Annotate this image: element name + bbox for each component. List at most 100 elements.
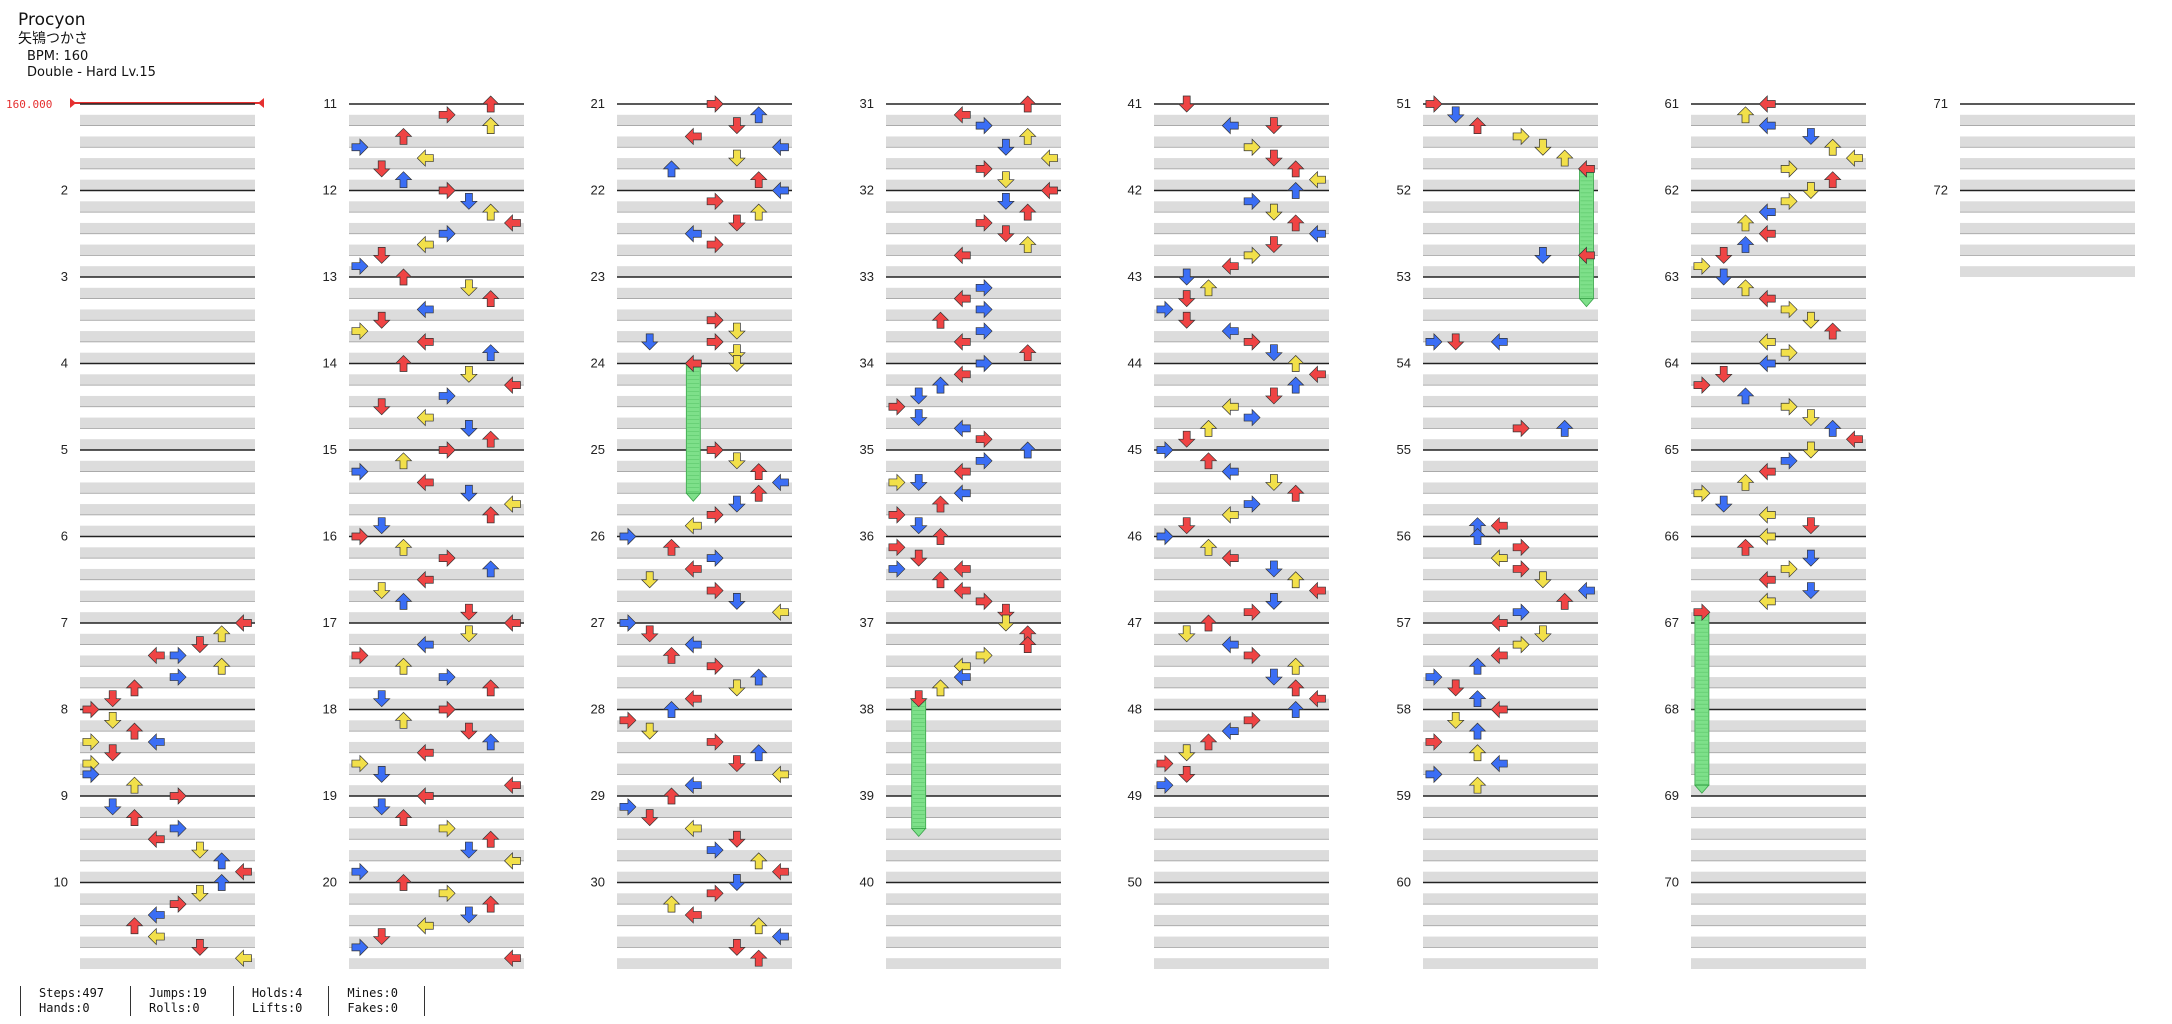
beat-stripe — [1423, 914, 1598, 926]
arrow-shape — [684, 776, 702, 795]
arrow-shape — [481, 344, 500, 362]
beat-stripe — [1960, 136, 2135, 148]
measure-number: 56 — [1397, 529, 1411, 544]
step-arrow — [1265, 593, 1283, 610]
beat-stripe — [617, 352, 792, 364]
beat-stripe — [886, 287, 1061, 299]
beat-stripe — [1423, 720, 1598, 732]
step-arrow — [931, 571, 950, 589]
measure-number: 72 — [1934, 183, 1948, 198]
beat-stripe — [1691, 633, 1866, 645]
beat-stripe — [1154, 590, 1329, 602]
step-arrow — [1512, 127, 1530, 146]
arrow-shape — [662, 895, 681, 913]
beat-stripe — [617, 136, 792, 148]
measure-8 — [80, 708, 255, 796]
arrow-shape — [1490, 700, 1508, 719]
step-arrow — [953, 560, 971, 578]
arrow-shape — [1243, 711, 1261, 730]
measure-29 — [617, 795, 792, 883]
beat-stripe — [1691, 914, 1866, 926]
arrow-shape — [372, 798, 391, 816]
step-arrow — [684, 906, 702, 924]
arrow-shape — [997, 614, 1015, 632]
arrow-shape — [1243, 603, 1261, 622]
arrow-shape — [772, 927, 789, 946]
beat-stripe — [349, 114, 524, 126]
measure-25 — [617, 449, 792, 537]
arrow-shape — [351, 527, 369, 546]
beat-stripe — [1691, 525, 1866, 537]
measure-number: 18 — [323, 702, 337, 717]
arrow-shape — [662, 538, 681, 556]
arrow-shape — [1265, 474, 1283, 491]
beat-stripe — [1154, 374, 1329, 386]
step-arrow — [416, 473, 434, 492]
arrow-shape — [975, 592, 993, 611]
arrow-shape — [706, 333, 724, 351]
arrow-shape — [1425, 733, 1443, 751]
beat-stripe — [1154, 958, 1329, 969]
arrow-shape — [394, 809, 413, 826]
beat-stripe — [617, 201, 792, 213]
measure-number: 27 — [591, 615, 605, 630]
step-arrow — [438, 441, 456, 459]
arrow-shape — [416, 916, 434, 935]
beat-stripe — [617, 893, 792, 905]
step-arrow — [640, 809, 659, 827]
beat-stripe — [617, 763, 792, 775]
beat-stripe — [1960, 158, 2135, 169]
step-arrow — [1243, 646, 1261, 665]
beat-stripe — [80, 266, 255, 277]
beat-stripe — [1423, 828, 1598, 840]
arrow-shape — [416, 235, 434, 254]
arrow-shape — [460, 603, 478, 621]
arrow-shape — [438, 668, 456, 686]
beat-stripe — [617, 785, 792, 796]
measure-50 — [1154, 881, 1329, 969]
arrow-shape — [169, 819, 187, 838]
arrow-shape — [1802, 128, 1820, 145]
arrow-shape — [351, 754, 369, 773]
step-arrow — [953, 581, 971, 600]
beat-stripe — [1154, 525, 1329, 537]
measure-number: 10 — [54, 875, 68, 890]
measure-number: 70 — [1665, 875, 1679, 890]
step-arrow — [706, 506, 724, 524]
step-arrow — [1578, 246, 1595, 265]
step-arrow — [662, 646, 681, 664]
arrow-shape — [1177, 311, 1196, 329]
arrow-shape — [997, 171, 1015, 189]
step-arrow — [1512, 635, 1530, 654]
beat-stripe — [886, 158, 1061, 169]
arrow-shape — [931, 528, 950, 545]
arrow-shape — [147, 906, 165, 924]
arrow-shape — [953, 365, 971, 384]
beat-stripe — [80, 677, 255, 688]
step-arrow — [1490, 516, 1508, 535]
step-arrow — [975, 160, 993, 178]
step-arrow — [351, 138, 369, 157]
beat-stripe — [1154, 806, 1329, 818]
step-arrow — [504, 495, 521, 513]
step-arrow — [1425, 333, 1443, 351]
arrow-shape — [438, 549, 456, 567]
beat-stripe — [617, 720, 792, 732]
arrow-shape — [619, 527, 637, 546]
step-arrow — [504, 376, 521, 394]
step-arrow — [372, 247, 391, 264]
beat-stripe — [1691, 720, 1866, 732]
arrow-shape — [888, 538, 906, 557]
step-arrow — [394, 657, 413, 675]
step-arrow — [1534, 138, 1552, 156]
measure-57 — [1423, 622, 1598, 710]
arrow-shape — [975, 116, 993, 135]
step-arrow — [1199, 614, 1218, 632]
step-arrow — [1425, 668, 1443, 686]
beat-stripe — [349, 439, 524, 450]
step-arrow — [1446, 679, 1465, 697]
beat-stripe — [1691, 179, 1866, 191]
measure-36 — [886, 535, 1061, 623]
step-arrow — [1156, 441, 1174, 459]
step-arrow — [1468, 722, 1487, 740]
